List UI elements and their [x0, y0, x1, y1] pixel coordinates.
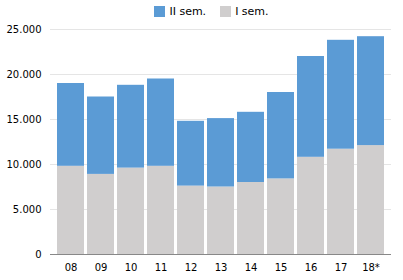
svg-text:13: 13 — [215, 262, 228, 273]
svg-text:5.000: 5.000 — [13, 204, 42, 215]
svg-text:18*: 18* — [362, 262, 380, 273]
svg-text:17: 17 — [335, 262, 348, 273]
svg-text:15.000: 15.000 — [7, 114, 42, 125]
svg-text:08: 08 — [65, 262, 78, 273]
svg-text:0: 0 — [35, 249, 41, 260]
svg-text:09: 09 — [95, 262, 108, 273]
svg-text:25.000: 25.000 — [7, 24, 42, 35]
svg-text:10: 10 — [125, 262, 138, 273]
svg-text:20.000: 20.000 — [7, 69, 42, 80]
svg-text:11: 11 — [155, 262, 168, 273]
svg-text:16: 16 — [305, 262, 318, 273]
svg-text:14: 14 — [245, 262, 258, 273]
svg-text:15: 15 — [275, 262, 288, 273]
svg-text:10.000: 10.000 — [7, 159, 42, 170]
html-text:I sem.: I sem. — [235, 4, 269, 18]
svg-text:12: 12 — [185, 262, 198, 273]
html-text:II sem.: II sem. — [169, 4, 207, 18]
